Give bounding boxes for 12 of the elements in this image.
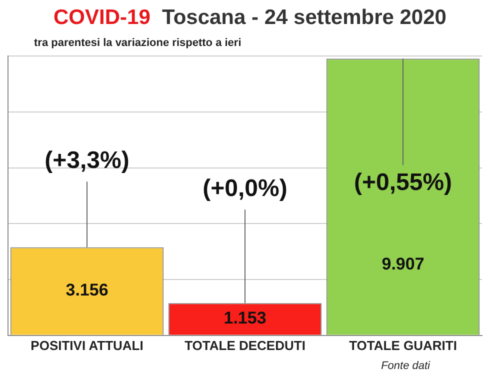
x-tick-label: TOTALE DECEDUTI	[184, 338, 306, 353]
source-note: Fonte dati	[381, 360, 430, 372]
annotation: (+0,55%)	[354, 168, 452, 196]
x-tick-label: POSITIVI ATTUALI	[30, 338, 144, 353]
data-label: 1.153	[224, 308, 266, 328]
chart-title: COVID-19 Toscana - 24 settembre 2020	[52, 6, 448, 30]
x-tick-label: TOTALE GUARITI	[349, 338, 457, 353]
data-label: 3.156	[66, 280, 108, 300]
annotation: (+3,3%)	[44, 147, 130, 174]
data-label: 9.907	[382, 254, 424, 274]
chart-subtitle: tra parentesi la variazione rispetto a ieri	[34, 37, 242, 49]
annotation: (+0,0%)	[202, 175, 288, 202]
